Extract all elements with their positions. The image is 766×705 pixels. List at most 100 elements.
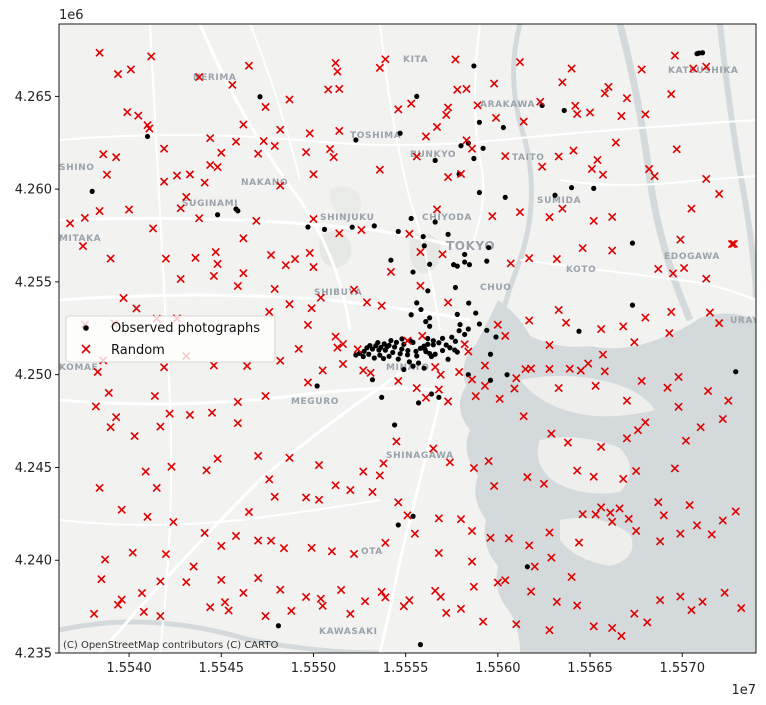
random-point [200, 528, 209, 538]
observed-point [629, 240, 636, 246]
random-point [578, 510, 587, 519]
random-point [346, 609, 355, 619]
random-point [233, 397, 243, 407]
observed-point [353, 352, 359, 358]
random-point [469, 463, 479, 473]
observed-point [305, 224, 311, 230]
observed-point [376, 347, 382, 353]
random-point [220, 597, 230, 607]
random-point [394, 105, 403, 114]
random-point [679, 263, 689, 273]
observed-point [443, 342, 449, 348]
observed-point [214, 212, 221, 218]
random-point [674, 372, 683, 382]
random-point [270, 492, 279, 501]
map-label: SHINAGAWA [386, 451, 454, 461]
basemap-land [537, 437, 630, 494]
random-point [65, 219, 75, 228]
random-point [394, 376, 403, 386]
map-label: EDOGAWA [664, 252, 720, 262]
random-point [276, 181, 285, 190]
random-point [213, 454, 222, 463]
random-point [403, 336, 412, 345]
random-point [572, 601, 582, 610]
random-point [692, 521, 702, 530]
random-point [407, 99, 416, 108]
random-point [552, 254, 562, 264]
random-point [156, 422, 165, 431]
random-point [456, 169, 466, 179]
random-point [600, 89, 609, 98]
random-point [117, 505, 126, 514]
observed-point [576, 328, 582, 334]
random-point [349, 285, 359, 294]
observed-point [569, 185, 575, 191]
observed-point [629, 302, 636, 308]
random-point [394, 498, 403, 507]
random-point [641, 110, 650, 119]
random-point [253, 149, 263, 158]
random-point [558, 204, 567, 213]
random-point [209, 361, 219, 370]
random-point [111, 153, 121, 162]
random-point [584, 359, 593, 368]
random-point [718, 516, 727, 525]
observed-point [391, 344, 398, 350]
x-offset-label: 1e7 [731, 683, 756, 698]
map-label: KOMAE [59, 363, 98, 373]
random-point [510, 384, 519, 393]
legend-box [65, 315, 276, 363]
random-point [630, 609, 639, 618]
random-point [698, 597, 707, 606]
random-point [589, 622, 598, 631]
random-point [305, 248, 314, 258]
observed-point [487, 351, 494, 357]
random-point [665, 328, 674, 338]
random-point [462, 84, 471, 94]
random-point [598, 350, 608, 359]
random-point [265, 475, 274, 484]
random-point [194, 214, 204, 223]
random-point [718, 414, 727, 424]
random-point [150, 391, 160, 401]
observed-point [425, 288, 431, 294]
observed-point [382, 347, 388, 353]
random-point [165, 409, 174, 418]
random-point [335, 84, 344, 94]
observed-point [454, 349, 460, 355]
observed-point [432, 219, 438, 225]
random-point [266, 250, 276, 260]
map-label: SHINJUKU [320, 213, 374, 223]
observed-point [591, 185, 597, 191]
random-point [213, 162, 222, 172]
random-point [270, 141, 279, 151]
random-point [554, 152, 563, 161]
random-point [526, 587, 536, 596]
random-point [189, 562, 198, 571]
random-point [729, 239, 739, 249]
observed-point [275, 623, 282, 629]
observed-point [502, 194, 508, 200]
legend-label-observed: Observed photographs [111, 321, 260, 336]
random-point [554, 305, 563, 315]
random-point [501, 576, 510, 585]
random-point [504, 534, 514, 543]
observed-point [393, 339, 400, 345]
random-point [113, 69, 123, 79]
observed-point [395, 356, 401, 362]
random-point [676, 529, 685, 538]
random-point [567, 64, 576, 73]
random-point [569, 146, 578, 155]
random-point [687, 605, 696, 615]
random-point [443, 172, 453, 182]
observed-point [371, 223, 377, 229]
random-point [381, 538, 390, 547]
y-tick-label: 4.240 [15, 554, 52, 569]
random-point [261, 102, 270, 112]
random-point [539, 479, 549, 488]
random-point [619, 322, 628, 331]
random-point [641, 418, 650, 427]
random-point [442, 110, 451, 120]
observed-point [476, 189, 483, 196]
x-tick-label: 1.5545 [199, 661, 245, 676]
